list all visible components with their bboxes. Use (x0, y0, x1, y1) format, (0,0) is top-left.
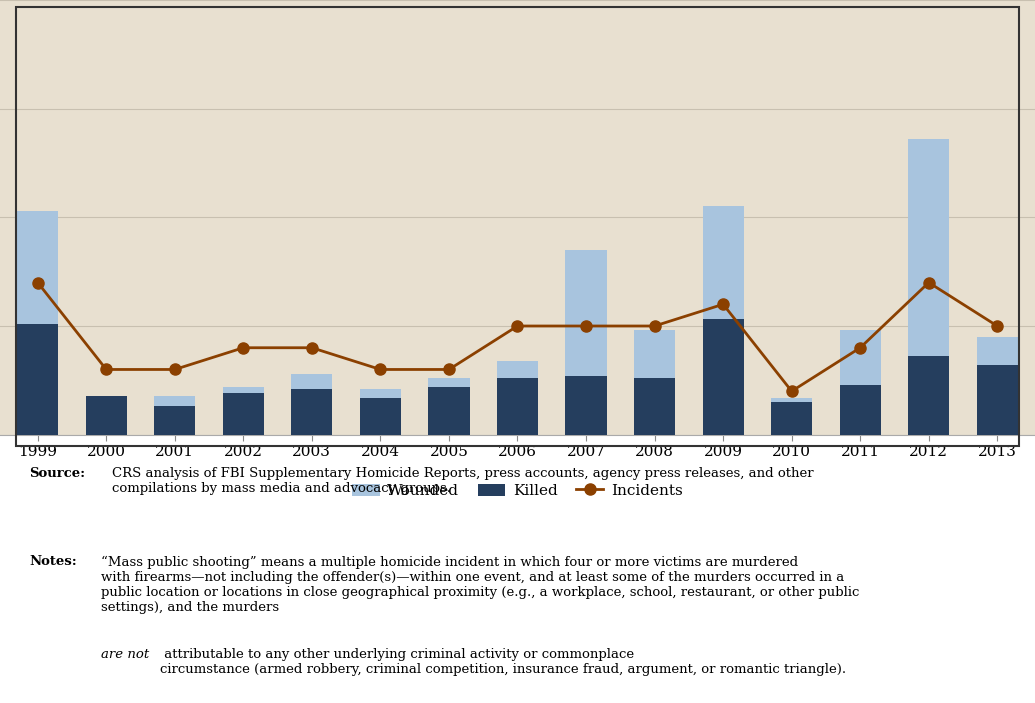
Bar (771, 398, 812, 402)
Bar (291, 389, 332, 434)
Bar (703, 207, 744, 319)
Bar (977, 365, 1017, 434)
Legend: Wounded, Killed, Incidents: Wounded, Killed, Incidents (346, 477, 689, 504)
Bar (839, 385, 881, 434)
Bar (428, 378, 470, 387)
Bar (634, 330, 675, 378)
Text: CRS analysis of FBI Supplementary Homicide Reports, press accounts, agency press: CRS analysis of FBI Supplementary Homici… (112, 467, 814, 495)
Bar (428, 387, 470, 434)
Bar (497, 361, 538, 378)
Bar (360, 389, 401, 398)
Bar (565, 376, 607, 434)
Bar (497, 378, 538, 434)
Bar (223, 387, 264, 394)
Text: “Mass public shooting” means a multiple homicide incident in which four or more : “Mass public shooting” means a multiple … (101, 555, 860, 614)
Bar (18, 211, 58, 324)
Bar (703, 319, 744, 434)
Bar (908, 356, 949, 434)
Text: attributable to any other underlying criminal activity or commonplace
circumstan: attributable to any other underlying cri… (160, 648, 847, 676)
Bar (18, 324, 58, 434)
Bar (839, 330, 881, 385)
Bar (223, 394, 264, 434)
Bar (360, 398, 401, 434)
Text: Source:: Source: (29, 467, 85, 480)
Bar (771, 402, 812, 434)
Text: are not: are not (101, 648, 150, 661)
Bar (154, 406, 196, 434)
Bar (908, 139, 949, 356)
Text: Notes:: Notes: (29, 555, 77, 569)
Bar (291, 374, 332, 389)
Bar (154, 396, 196, 406)
Bar (86, 396, 127, 434)
Bar (565, 250, 607, 376)
Bar (634, 378, 675, 434)
Bar (977, 337, 1017, 365)
